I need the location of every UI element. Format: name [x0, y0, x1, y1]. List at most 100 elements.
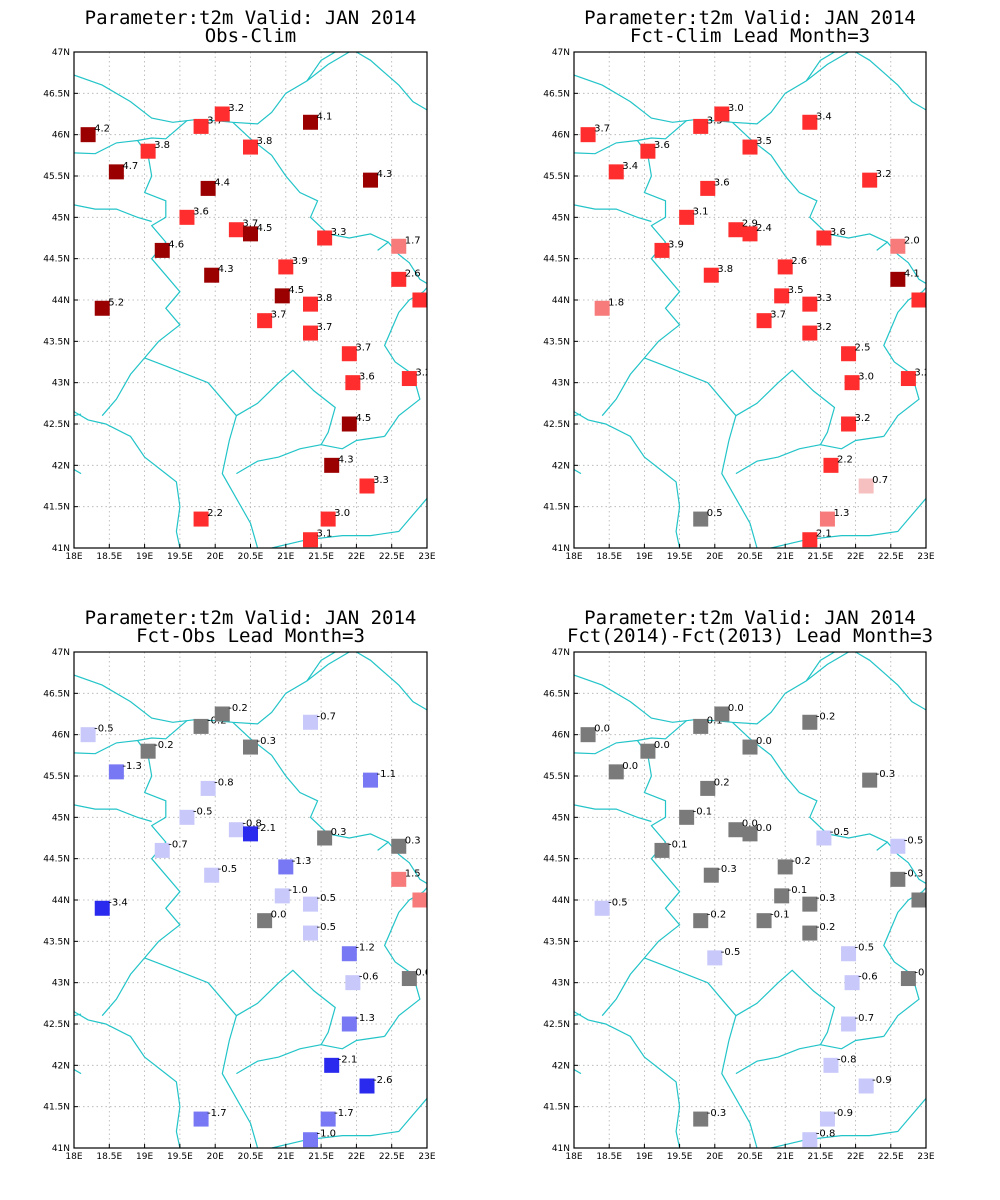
station-marker — [742, 139, 758, 155]
station-value-label: -0.2 — [791, 856, 811, 867]
station-marker — [80, 727, 96, 743]
country-border — [876, 841, 926, 885]
country-border — [735, 969, 884, 1050]
country-border — [574, 204, 652, 223]
x-tick-label: 19E — [136, 552, 153, 562]
station-marker — [363, 172, 379, 188]
station-marker — [303, 1132, 319, 1148]
station-marker — [693, 718, 709, 734]
station-marker — [317, 830, 333, 846]
country-border — [735, 369, 884, 450]
country-border — [101, 140, 181, 417]
station-marker — [179, 809, 195, 825]
station-value-label: -0.8 — [214, 777, 234, 788]
country-border — [770, 498, 926, 548]
country-border — [377, 841, 427, 885]
station-marker — [774, 888, 790, 904]
station-value-label: -3.4 — [108, 897, 128, 908]
station-value-label: 3.8 — [925, 289, 941, 300]
country-border — [876, 241, 926, 285]
station-value-label: 3.5 — [788, 285, 804, 296]
station-value-label: 4.5 — [355, 413, 371, 424]
country-border — [74, 1068, 82, 1075]
station-marker — [841, 416, 857, 432]
y-tick-label: 47N — [552, 648, 570, 658]
country-border — [574, 413, 582, 417]
station-value-label: -0.3 — [717, 864, 737, 875]
station-value-label: -0.9 — [872, 1075, 892, 1086]
station-value-label: 3.6 — [714, 177, 730, 188]
station-marker — [243, 226, 258, 242]
station-value-label: 4.6 — [168, 239, 184, 250]
country-border — [74, 1011, 181, 1148]
station-value-label: 3.7 — [317, 322, 333, 333]
x-tick-label: 22E — [348, 552, 365, 562]
station-marker — [359, 1078, 375, 1094]
station-value-label: -0.5 — [855, 943, 875, 954]
station-marker — [890, 271, 906, 287]
station-value-label: 3.1 — [317, 529, 333, 540]
x-tick-label: 21E — [777, 552, 794, 562]
station-marker — [303, 925, 319, 941]
y-tick-label: 45N — [52, 813, 70, 823]
station-marker — [243, 739, 258, 755]
x-tick-label: 18.5E — [96, 1152, 122, 1162]
country-border — [74, 413, 82, 417]
station-value-label: -1.3 — [355, 1013, 375, 1024]
x-tick-label: 23E — [917, 1152, 934, 1162]
station-value-label: 5.2 — [108, 297, 124, 308]
station-value-label: 1.7 — [405, 235, 421, 246]
station-value-label: -2.6 — [373, 1075, 393, 1086]
station-value-label: 3.7 — [594, 124, 610, 135]
station-marker — [341, 946, 357, 962]
station-marker — [858, 1078, 874, 1094]
country-border — [601, 740, 681, 1017]
country-border — [232, 121, 389, 243]
y-tick-label: 45N — [552, 213, 570, 223]
y-tick-label: 42.5N — [43, 420, 70, 430]
x-tick-label: 20.5E — [238, 1152, 264, 1162]
y-tick-label: 44.5N — [543, 255, 570, 265]
station-value-label: 1.5 — [405, 868, 421, 879]
station-value-label: 4.5 — [288, 285, 304, 296]
station-value-label: -0.2 — [816, 922, 836, 933]
y-tick-label: 46.5N — [43, 689, 70, 699]
station-marker — [214, 706, 230, 722]
station-value-label: 1.8 — [608, 297, 624, 308]
station-value-label: -0.2 — [707, 910, 727, 921]
y-tick-label: 42N — [52, 461, 70, 471]
station-value-label: 3.9 — [668, 239, 684, 250]
station-value-label: -1.3 — [292, 856, 312, 867]
panel-title-line2: Fct-Clim Lead Month=3 — [630, 25, 870, 47]
x-tick-label: 20.5E — [238, 552, 264, 562]
station-marker — [654, 842, 670, 858]
panel-title-line2: Obs-Clim — [205, 25, 297, 47]
station-marker — [742, 226, 758, 242]
map-panel-4: Parameter:t2m Valid: JAN 2014Fct(2014)-F… — [543, 607, 935, 1162]
station-marker — [640, 143, 656, 159]
station-marker — [703, 867, 719, 883]
station-marker — [274, 288, 290, 304]
station-marker — [257, 313, 273, 329]
station-value-label: -1.1 — [377, 769, 397, 780]
station-marker — [816, 830, 832, 846]
station-value-label: -0.7 — [317, 711, 337, 722]
station-value-label: -0.1 — [668, 839, 688, 850]
station-marker — [228, 222, 244, 238]
station-marker — [154, 242, 170, 258]
station-marker — [341, 416, 357, 432]
station-marker — [802, 925, 818, 941]
station-value-label: -0.5 — [218, 864, 238, 875]
x-tick-label: 21.5E — [808, 1152, 834, 1162]
station-value-label: 3.6 — [193, 206, 209, 217]
station-value-label: 4.7 — [122, 161, 138, 172]
station-value-label: -0.5 — [317, 893, 337, 904]
x-tick-label: 18E — [565, 1152, 582, 1162]
station-value-label: 3.2 — [855, 413, 871, 424]
station-value-label: -1.0 — [288, 885, 308, 896]
station-marker — [580, 727, 596, 743]
y-tick-label: 41.5N — [543, 1103, 570, 1113]
station-value-label: 3.0 — [858, 372, 874, 383]
station-value-label: -1.0 — [317, 1129, 337, 1140]
